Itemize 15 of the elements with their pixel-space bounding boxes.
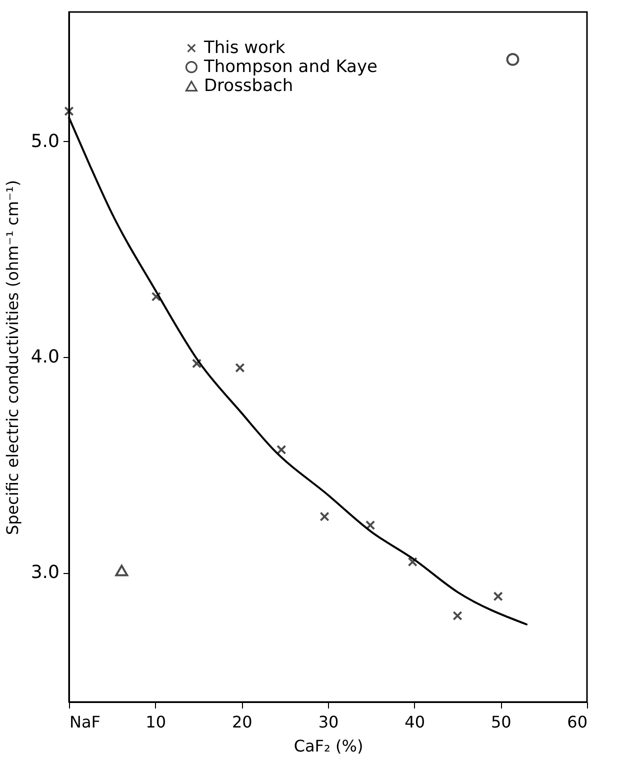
x-tick-label: 20 (232, 712, 252, 732)
legend-label: Drossbach (204, 76, 294, 96)
x-axis-title: CaF₂ (%) (294, 736, 364, 756)
x-tick-label: 50 (490, 712, 512, 732)
y-tick-label: 4.0 (30, 346, 60, 368)
legend-label: This work (202, 38, 286, 58)
y-tick-label: 3.0 (30, 562, 60, 584)
y-tick-label: 5.0 (30, 130, 60, 152)
x-tick-label: 60 (567, 712, 588, 732)
x-tick-label: 30 (318, 712, 339, 732)
x-tick-label: NaF (70, 712, 100, 732)
x-tick-label: 10 (146, 712, 166, 732)
y-axis-title: Specific electric conductivities (ohm⁻¹ cm⁻¹) (2, 180, 22, 536)
x-tick-label: 40 (404, 712, 426, 732)
legend-label: Thompson and Kaye (202, 57, 378, 78)
